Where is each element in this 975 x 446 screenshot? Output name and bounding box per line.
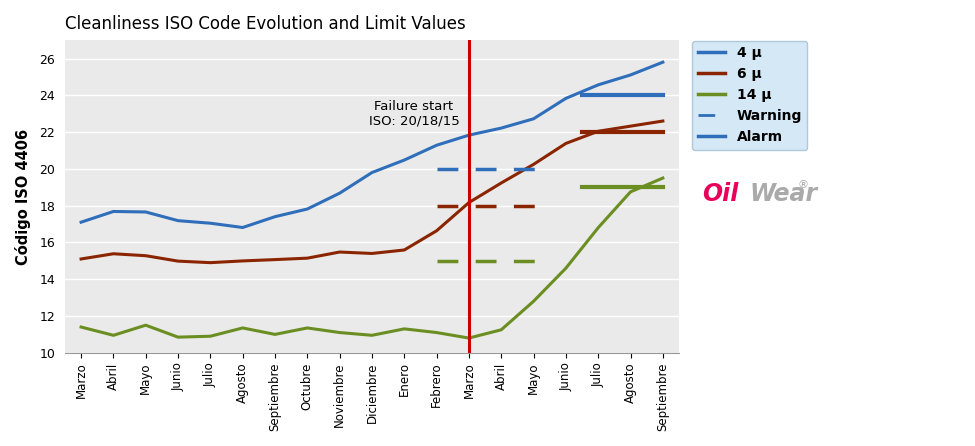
Text: Wear: Wear [750,182,818,206]
Text: Failure start
ISO: 20/18/15: Failure start ISO: 20/18/15 [369,99,459,128]
Y-axis label: Código ISO 4406: Código ISO 4406 [15,128,31,264]
Text: Oil: Oil [702,182,739,206]
Text: Cleanliness ISO Code Evolution and Limit Values: Cleanliness ISO Code Evolution and Limit… [65,15,466,33]
Text: ®: ® [798,180,808,190]
Legend: 4 μ, 6 μ, 14 μ, Warning, Alarm: 4 μ, 6 μ, 14 μ, Warning, Alarm [692,41,807,150]
